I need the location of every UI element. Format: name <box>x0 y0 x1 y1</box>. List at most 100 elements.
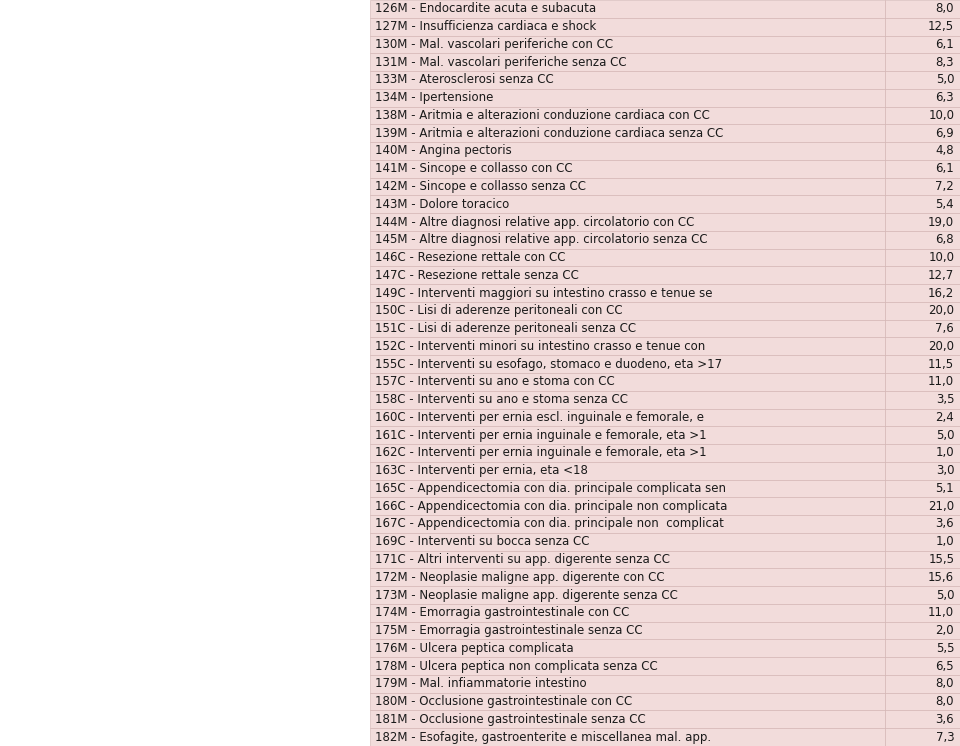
Text: 147C - Resezione rettale senza CC: 147C - Resezione rettale senza CC <box>375 269 579 282</box>
Text: 5,4: 5,4 <box>936 198 954 211</box>
Bar <box>370 248 885 266</box>
Text: 10,0: 10,0 <box>928 251 954 264</box>
Bar <box>885 693 960 710</box>
Text: 166C - Appendicectomia con dia. principale non complicata: 166C - Appendicectomia con dia. principa… <box>375 500 728 513</box>
Text: 7,6: 7,6 <box>935 322 954 335</box>
Bar <box>885 213 960 231</box>
Bar <box>885 639 960 657</box>
Bar <box>0 0 370 746</box>
Text: 161C - Interventi per ernia inguinale e femorale, eta >1: 161C - Interventi per ernia inguinale e … <box>375 429 707 442</box>
Bar <box>370 728 885 746</box>
Text: 20,0: 20,0 <box>928 304 954 317</box>
Bar <box>885 551 960 568</box>
Bar <box>370 284 885 302</box>
Text: 171C - Altri interventi su app. digerente senza CC: 171C - Altri interventi su app. digerent… <box>375 553 670 566</box>
Text: 180M - Occlusione gastrointestinale con CC: 180M - Occlusione gastrointestinale con … <box>375 695 633 708</box>
Bar <box>885 462 960 480</box>
Text: 3,6: 3,6 <box>936 518 954 530</box>
Text: 139M - Aritmia e alterazioni conduzione cardiaca senza CC: 139M - Aritmia e alterazioni conduzione … <box>375 127 724 140</box>
Text: 6,9: 6,9 <box>935 127 954 140</box>
Bar <box>885 515 960 533</box>
Bar <box>370 675 885 693</box>
Text: 11,0: 11,0 <box>928 375 954 389</box>
Bar <box>885 728 960 746</box>
Text: 151C - Lisi di aderenze peritoneali senza CC: 151C - Lisi di aderenze peritoneali senz… <box>375 322 636 335</box>
Text: 3,0: 3,0 <box>936 464 954 477</box>
Bar <box>885 125 960 142</box>
Bar <box>370 337 885 355</box>
Bar <box>370 568 885 586</box>
Text: 11,5: 11,5 <box>928 357 954 371</box>
Bar <box>370 462 885 480</box>
Bar <box>370 515 885 533</box>
Bar <box>370 178 885 195</box>
Bar <box>370 71 885 89</box>
Bar <box>370 53 885 71</box>
Text: 5,0: 5,0 <box>936 429 954 442</box>
Bar <box>885 604 960 621</box>
Text: 6,3: 6,3 <box>936 91 954 104</box>
Bar <box>885 480 960 498</box>
Text: 5,0: 5,0 <box>936 73 954 87</box>
Bar <box>885 444 960 462</box>
Bar <box>370 142 885 160</box>
Text: 141M - Sincope e collasso con CC: 141M - Sincope e collasso con CC <box>375 162 573 175</box>
Bar <box>370 0 885 18</box>
Bar <box>370 426 885 444</box>
Bar <box>885 426 960 444</box>
Bar <box>370 125 885 142</box>
Bar <box>370 160 885 178</box>
Bar <box>370 89 885 107</box>
Text: 157C - Interventi su ano e stoma con CC: 157C - Interventi su ano e stoma con CC <box>375 375 615 389</box>
Bar <box>370 444 885 462</box>
Text: 19,0: 19,0 <box>928 216 954 228</box>
Bar <box>370 586 885 604</box>
Bar <box>885 178 960 195</box>
Bar <box>885 337 960 355</box>
Text: 158C - Interventi su ano e stoma senza CC: 158C - Interventi su ano e stoma senza C… <box>375 393 629 406</box>
Bar <box>370 639 885 657</box>
Bar <box>885 89 960 107</box>
Text: 8,0: 8,0 <box>936 695 954 708</box>
Text: 146C - Resezione rettale con CC: 146C - Resezione rettale con CC <box>375 251 565 264</box>
Bar <box>885 18 960 36</box>
Text: 181M - Occlusione gastrointestinale senza CC: 181M - Occlusione gastrointestinale senz… <box>375 713 646 726</box>
Text: 176M - Ulcera peptica complicata: 176M - Ulcera peptica complicata <box>375 642 574 655</box>
Bar <box>885 53 960 71</box>
Text: 138M - Aritmia e alterazioni conduzione cardiaca con CC: 138M - Aritmia e alterazioni conduzione … <box>375 109 710 122</box>
Text: 178M - Ulcera peptica non complicata senza CC: 178M - Ulcera peptica non complicata sen… <box>375 659 659 673</box>
Text: 1,0: 1,0 <box>936 535 954 548</box>
Bar <box>885 36 960 53</box>
Bar <box>885 373 960 391</box>
Bar <box>370 621 885 639</box>
Text: 160C - Interventi per ernia escl. inguinale e femorale, e: 160C - Interventi per ernia escl. inguin… <box>375 411 705 424</box>
Text: 150C - Lisi di aderenze peritoneali con CC: 150C - Lisi di aderenze peritoneali con … <box>375 304 623 317</box>
Text: 162C - Interventi per ernia inguinale e femorale, eta >1: 162C - Interventi per ernia inguinale e … <box>375 446 707 460</box>
Text: 11,0: 11,0 <box>928 606 954 619</box>
Text: 1,0: 1,0 <box>936 446 954 460</box>
Text: 174M - Emorragia gastrointestinale con CC: 174M - Emorragia gastrointestinale con C… <box>375 606 630 619</box>
Text: 5,0: 5,0 <box>936 589 954 601</box>
Bar <box>885 284 960 302</box>
Bar <box>885 657 960 675</box>
Text: 10,0: 10,0 <box>928 109 954 122</box>
Bar <box>885 586 960 604</box>
Bar <box>885 320 960 337</box>
Text: 8,0: 8,0 <box>936 2 954 16</box>
Text: 16,2: 16,2 <box>928 286 954 300</box>
Text: 167C - Appendicectomia con dia. principale non  complicat: 167C - Appendicectomia con dia. principa… <box>375 518 724 530</box>
Bar <box>370 302 885 320</box>
Text: 15,5: 15,5 <box>928 553 954 566</box>
Text: 2,0: 2,0 <box>936 624 954 637</box>
Text: 165C - Appendicectomia con dia. principale complicata sen: 165C - Appendicectomia con dia. principa… <box>375 482 727 495</box>
Bar <box>370 604 885 621</box>
Text: 179M - Mal. infiammatorie intestino: 179M - Mal. infiammatorie intestino <box>375 677 587 690</box>
Bar <box>370 18 885 36</box>
Bar <box>370 231 885 248</box>
Bar <box>370 355 885 373</box>
Text: 21,0: 21,0 <box>928 500 954 513</box>
Bar <box>370 213 885 231</box>
Bar <box>370 266 885 284</box>
Text: 7,2: 7,2 <box>935 180 954 193</box>
Bar <box>885 266 960 284</box>
